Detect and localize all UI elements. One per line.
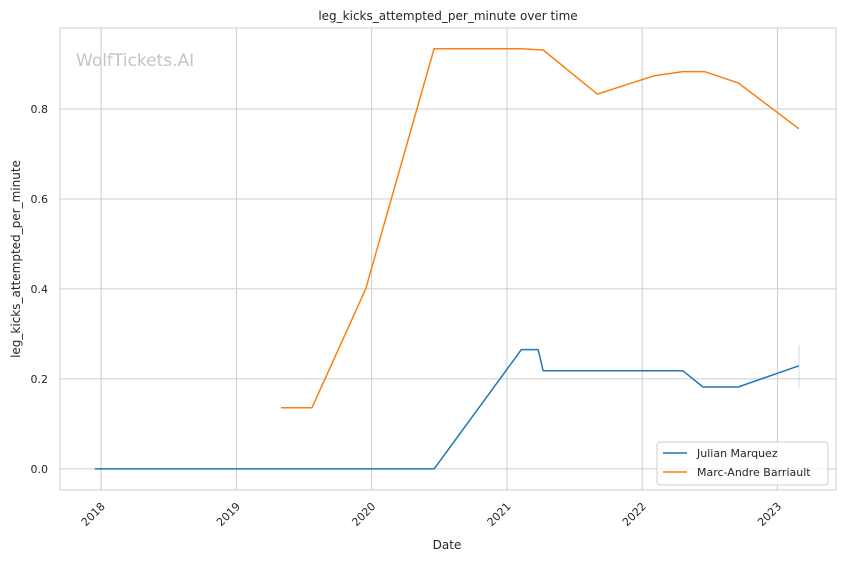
- y-axis-label: leg_kicks_attempted_per_minute: [9, 160, 23, 358]
- legend-box: [656, 441, 829, 486]
- y-tick-label: 0.0: [31, 463, 49, 476]
- x-axis-label: Date: [433, 538, 462, 552]
- y-tick-labels: 0.0 0.2 0.4 0.6 0.8: [31, 103, 49, 476]
- x-tick-label: 2023: [755, 500, 784, 529]
- x-tick-label: 2021: [485, 500, 514, 529]
- x-tick-label: 2019: [214, 500, 243, 529]
- y-tick-label: 0.8: [31, 103, 49, 116]
- x-tick-label: 2020: [349, 500, 378, 529]
- plot-area-frame: [59, 27, 837, 491]
- chart-title: leg_kicks_attempted_per_minute over time: [318, 9, 577, 23]
- y-tick-label: 0.4: [31, 283, 49, 296]
- grid: [60, 28, 836, 490]
- legend: Julian Marquez Marc-Andre Barriault: [656, 441, 829, 486]
- x-tick-labels: 2018 2019 2020 2021 2022 2023: [79, 500, 784, 529]
- series-lines: [94, 47, 800, 470]
- watermark: WolfTickets.AI: [76, 51, 194, 71]
- series-line-julian-marquez: [94, 348, 800, 470]
- legend-label-julian-marquez: Julian Marquez: [696, 447, 778, 460]
- y-tick-label: 0.2: [31, 373, 49, 386]
- x-tick-label: 2022: [620, 500, 649, 529]
- legend-label-marc-andre-barriault: Marc-Andre Barriault: [697, 466, 811, 479]
- x-tick-label: 2018: [79, 500, 108, 529]
- y-tick-label: 0.6: [31, 193, 49, 206]
- series-line-marc-andre-barriault: [280, 47, 800, 409]
